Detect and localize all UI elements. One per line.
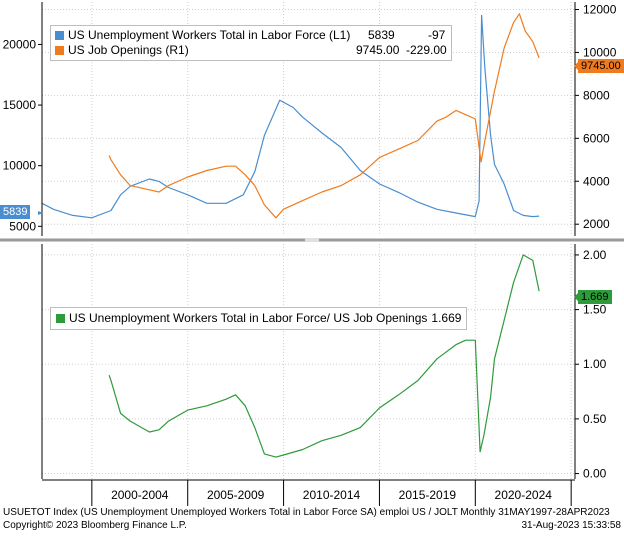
x-period-label-4: 2020-2024: [495, 488, 553, 502]
ratio-legend-name: US Unemployment Workers Total in Labor F…: [69, 311, 428, 325]
legend-row-ratio: US Unemployment Workers Total in Labor F…: [56, 311, 461, 326]
unemployment-legend-change: -97: [428, 28, 446, 42]
openings-legend-value: 9745.00: [356, 43, 400, 57]
bottom-tick-label-1: 0.50: [583, 412, 607, 426]
right-tick-label-5: 12000: [583, 3, 617, 17]
ratio-legend-value: 1.669: [431, 311, 462, 325]
footer-copyright: Copyright© 2023 Bloomberg Finance L.P.: [3, 520, 187, 531]
right-tick-label-3: 8000: [583, 88, 610, 102]
bottom-tick-label-3: 1.50: [583, 303, 607, 317]
x-period-label-3: 2015-2019: [399, 488, 457, 502]
bottom-legend: US Unemployment Workers Total in Labor F…: [50, 307, 468, 330]
footer-timestamp: 31-Aug-2023 15:33:58: [521, 520, 621, 531]
unemployment-legend-value: 5839: [368, 28, 395, 42]
left-tick-label-2: 15000: [3, 98, 37, 112]
bottom-tick-label-0: 0.00: [583, 467, 607, 481]
right-tick-label-2: 6000: [583, 131, 610, 145]
bottom-tick-label-4: 2.00: [583, 248, 607, 262]
left-tick-label-1: 10000: [3, 159, 37, 173]
legend-row-openings: US Job Openings (R1) 9745.00 -229.00: [55, 43, 447, 58]
unemployment-line: [41, 14, 540, 219]
bottom-tick-label-2: 1.00: [583, 357, 607, 371]
separator-handle: [305, 238, 319, 242]
series-layer: [41, 13, 540, 458]
x-period-label-1: 2005-2009: [207, 488, 265, 502]
unemployment-last-value-tag: 5839: [0, 205, 31, 219]
unemployment-legend-name: US Unemployment Workers Total in Labor F…: [68, 28, 351, 42]
right-tick-label-0: 2000: [583, 217, 610, 231]
ratio-line: [108, 254, 540, 458]
openings-last-value-tag: 9745.00: [578, 59, 624, 73]
axis-layer: 5000 10000 15000 20000 2000 4000 6000 8000 10000…: [0, 2, 624, 506]
x-period-label-2: 2010-2014: [303, 488, 361, 502]
left-tick-label-3: 20000: [3, 37, 37, 51]
job-openings-line: [108, 13, 540, 219]
legend-row-unemployment: US Unemployment Workers Total in Labor F…: [55, 28, 447, 43]
unemployment-swatch: [55, 31, 64, 40]
footer-source: USUETOT Index (US Unemployment Unemploye…: [3, 507, 610, 518]
ratio-last-value-tag: 1.669: [578, 290, 612, 304]
openings-tag-pointer: [574, 62, 578, 70]
bottom-panel-grid: [42, 244, 575, 479]
unemployment-tag-pointer: [38, 211, 43, 215]
top-legend: US Unemployment Workers Total in Labor F…: [50, 25, 452, 61]
right-tick-label-1: 4000: [583, 174, 610, 188]
openings-swatch: [55, 46, 64, 55]
left-tick-label-0: 5000: [9, 219, 36, 233]
ratio-swatch: [56, 314, 65, 323]
openings-legend-change: -229.00: [406, 43, 447, 57]
right-tick-label-4: 10000: [583, 45, 617, 59]
ratio-tag-pointer: [574, 293, 578, 301]
x-period-label-0: 2000-2004: [111, 488, 169, 502]
openings-legend-name: US Job Openings (R1): [68, 43, 189, 57]
